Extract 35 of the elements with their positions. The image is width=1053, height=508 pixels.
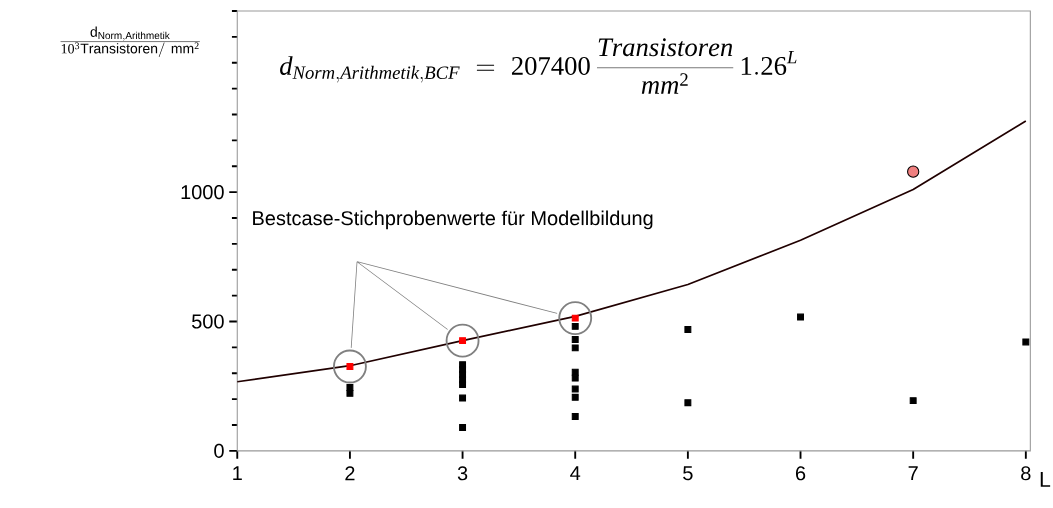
point	[346, 390, 354, 397]
x-tick-label: 8	[1021, 466, 1031, 481]
point	[459, 424, 467, 432]
x-tick-label: 1	[233, 466, 242, 481]
point	[459, 337, 467, 345]
y-tick-label: 0	[214, 443, 224, 458]
point	[571, 336, 579, 344]
point	[571, 385, 579, 393]
point	[459, 381, 467, 389]
point	[571, 344, 579, 352]
annotation: Bestcase-Stichprobenwerte für Modellbildung	[253, 210, 653, 230]
point	[346, 384, 354, 392]
point	[571, 323, 579, 330]
x-tick-label: 6	[795, 466, 806, 481]
x-tick-label: 3	[457, 466, 468, 481]
y-tick-label: 500	[192, 314, 224, 329]
point	[571, 393, 579, 401]
point	[1022, 338, 1030, 346]
point	[797, 313, 804, 321]
x-axis-title: L	[1040, 472, 1051, 487]
x-tick-label: 2	[345, 466, 355, 481]
point	[909, 397, 917, 405]
point	[684, 399, 692, 407]
point	[459, 394, 467, 402]
x-tick-label: 7	[908, 466, 918, 481]
point	[571, 413, 579, 420]
y-tick-label: 1000	[181, 185, 224, 200]
x-tick-label: 5	[683, 466, 693, 481]
x-tick-label: 4	[570, 466, 581, 481]
annotation: $d_{Norm,Arithmetik,BCF}\;=\;207400\,\frac{Transistoren}{mm^{2}}\,1.26^{L}$	[280, 38, 797, 94]
y-axis-title: $\frac{\mathrm{d}_{\mathrm{Norm,Arithmetik}}}{\mathrm{10^{3}Transistoren/\ mm^{2}}}$	[60, 26, 200, 58]
point	[907, 165, 920, 178]
point	[684, 326, 692, 334]
point	[571, 374, 579, 382]
point	[346, 363, 354, 371]
